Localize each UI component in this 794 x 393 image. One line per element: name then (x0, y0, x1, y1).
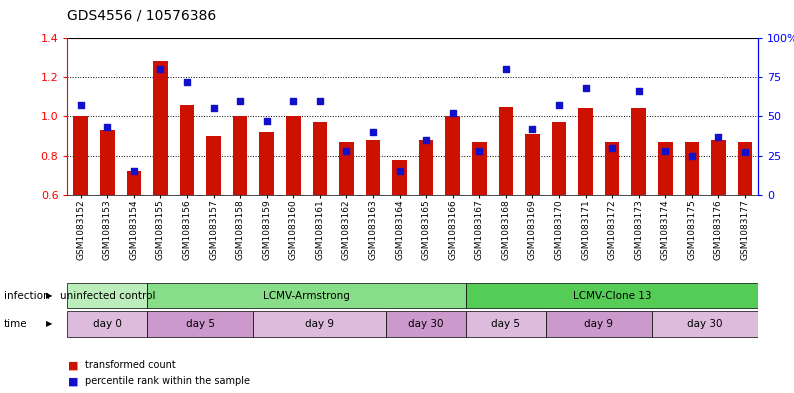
Text: percentile rank within the sample: percentile rank within the sample (85, 376, 250, 386)
Text: GDS4556 / 10576386: GDS4556 / 10576386 (67, 8, 217, 22)
Bar (67, 283, 147, 308)
Point (499, 66, 512, 72)
Bar (445, 116, 460, 195)
Bar (545, 311, 652, 336)
Bar (466, 311, 545, 336)
Text: ■: ■ (67, 360, 78, 371)
Text: day 5: day 5 (491, 319, 520, 329)
Bar (499, 107, 513, 195)
Point (473, 148, 486, 154)
Bar (253, 311, 387, 336)
Point (553, 102, 565, 108)
Bar (392, 160, 407, 195)
Text: ■: ■ (67, 376, 78, 386)
Point (393, 168, 406, 174)
Point (580, 85, 592, 91)
Point (446, 110, 459, 116)
Text: ▶: ▶ (46, 320, 52, 328)
Point (233, 97, 246, 104)
Bar (631, 108, 646, 195)
Bar (100, 130, 114, 195)
Point (128, 168, 141, 174)
Bar (313, 122, 327, 195)
Text: transformed count: transformed count (85, 360, 175, 371)
Point (712, 134, 725, 140)
Bar (339, 142, 354, 195)
Bar (286, 116, 301, 195)
Text: uninfected control: uninfected control (60, 290, 155, 301)
Point (207, 105, 220, 112)
Bar (126, 171, 141, 195)
Point (260, 118, 273, 124)
Bar (366, 140, 380, 195)
Bar (67, 311, 147, 336)
Bar (74, 116, 88, 195)
Point (287, 97, 299, 104)
Point (526, 126, 539, 132)
Bar (578, 108, 593, 195)
Point (314, 97, 326, 104)
Point (101, 124, 114, 130)
Bar (419, 140, 434, 195)
Bar (552, 122, 566, 195)
Point (632, 88, 645, 94)
Text: day 0: day 0 (93, 319, 121, 329)
Point (659, 148, 672, 154)
Point (181, 79, 194, 85)
Bar (652, 311, 758, 336)
Point (75, 102, 87, 108)
Bar (466, 283, 758, 308)
Bar (147, 283, 466, 308)
Point (738, 149, 751, 156)
Bar (147, 311, 253, 336)
Text: ▶: ▶ (46, 291, 52, 300)
Text: LCMV-Armstrong: LCMV-Armstrong (263, 290, 350, 301)
Text: day 9: day 9 (584, 319, 613, 329)
Text: infection: infection (4, 290, 49, 301)
Point (367, 129, 380, 135)
Bar (605, 142, 619, 195)
Bar (711, 140, 726, 195)
Text: day 30: day 30 (688, 319, 723, 329)
Text: LCMV-Clone 13: LCMV-Clone 13 (573, 290, 651, 301)
Bar (179, 105, 195, 195)
Bar (260, 132, 274, 195)
Bar (387, 311, 466, 336)
Bar (472, 142, 487, 195)
Bar (206, 136, 221, 195)
Bar (658, 142, 673, 195)
Text: day 30: day 30 (408, 319, 444, 329)
Point (606, 145, 619, 151)
Point (154, 66, 167, 72)
Bar (153, 61, 168, 195)
Point (420, 137, 433, 143)
Text: day 5: day 5 (186, 319, 215, 329)
Bar (738, 142, 752, 195)
Text: time: time (4, 319, 28, 329)
Text: day 9: day 9 (306, 319, 334, 329)
Bar (684, 142, 700, 195)
Bar (525, 134, 540, 195)
Bar (233, 116, 248, 195)
Point (685, 152, 698, 159)
Point (340, 148, 353, 154)
